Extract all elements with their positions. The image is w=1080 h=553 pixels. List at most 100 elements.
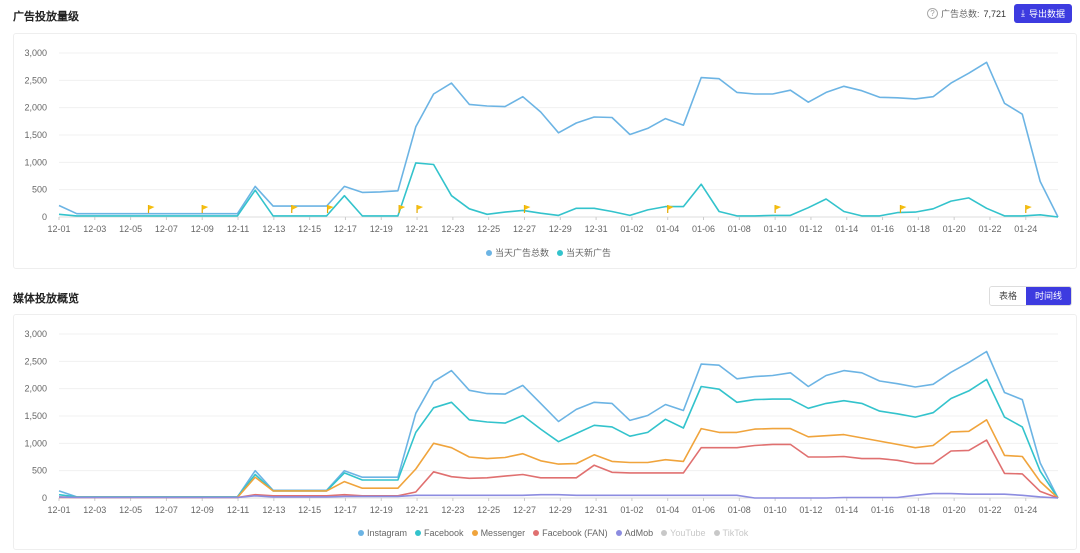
help-icon[interactable]: ?: [926, 8, 938, 19]
series-line--[interactable]: [58, 61, 1059, 218]
x-tick-label: 01-02: [620, 224, 643, 234]
x-tick-label: 01-10: [764, 505, 787, 515]
series-line-messenger[interactable]: [58, 419, 1059, 499]
x-tick-label: 01-14: [835, 505, 858, 515]
x-tick-label: 12-03: [83, 505, 106, 515]
download-icon: ⤓: [1021, 8, 1025, 18]
x-tick-label: 01-06: [692, 224, 715, 234]
event-flag-icon[interactable]: [1025, 205, 1032, 213]
legend-label: Messenger: [480, 528, 526, 538]
section1-title: 广告投放量级: [13, 11, 79, 23]
y-tick-label: 3,000: [24, 48, 47, 58]
section2-title: 媒体投放概览: [13, 293, 79, 305]
x-tick-label: 12-19: [370, 505, 393, 515]
legend-dot-icon: [557, 249, 564, 256]
event-flag-icon[interactable]: [398, 205, 406, 213]
x-tick-label: 12-25: [477, 224, 500, 234]
event-flag-icon[interactable]: [774, 205, 782, 213]
legend-item[interactable]: TikTok: [713, 528, 749, 538]
legend-label: Facebook: [424, 528, 464, 538]
x-tick-label: 01-04: [656, 505, 679, 515]
export-button-label: 导出数据: [1028, 9, 1065, 19]
x-tick-label: 12-23: [441, 224, 464, 234]
legend-label: TikTok: [722, 528, 749, 538]
legend-dot-icon: [615, 530, 622, 536]
x-tick-label: 12-11: [227, 224, 249, 234]
x-tick-label: 12-05: [119, 505, 142, 515]
event-flag-icon[interactable]: [291, 205, 298, 213]
x-tick-label: 12-09: [191, 505, 214, 515]
x-tick-label: 12-19: [370, 224, 393, 234]
toggle-timeline-button[interactable]: 时间线: [1026, 287, 1072, 305]
x-tick-label: 12-23: [441, 505, 464, 515]
legend-item[interactable]: YouTube: [661, 528, 706, 538]
x-tick-label: 01-20: [943, 505, 966, 515]
x-tick-label: 12-21: [406, 224, 429, 234]
y-tick-label: 500: [32, 466, 47, 476]
x-tick-label: 01-22: [978, 224, 1001, 234]
x-tick-label: 12-03: [83, 224, 106, 234]
chart1-svg: 3,000 2,500 2,000 1,500 1,000 500 012-01 12-03 1…: [24, 48, 1059, 234]
x-tick-label: 12-07: [155, 505, 178, 515]
y-tick-label: 1,000: [24, 438, 47, 448]
x-tick-label: 01-08: [728, 505, 751, 515]
legend-dot-icon: [713, 530, 720, 536]
legend-dot-icon: [415, 530, 422, 536]
legend-label: 当天新广告: [566, 248, 612, 258]
x-tick-label: 01-04: [656, 224, 679, 234]
x-tick-label: 12-13: [262, 505, 285, 515]
event-flag-icon[interactable]: [899, 205, 907, 213]
x-tick-label: 01-16: [871, 224, 894, 234]
legend-label: 当天广告总数: [495, 248, 550, 258]
event-flag-icon[interactable]: [147, 205, 155, 213]
x-tick-label: 12-25: [477, 505, 500, 515]
legend-item[interactable]: Instagram: [358, 528, 407, 538]
x-tick-label: 12-05: [119, 224, 142, 234]
y-tick-label: 2,500: [24, 75, 47, 85]
legend-item[interactable]: 当天新广告: [557, 246, 611, 259]
x-tick-label: 01-02: [620, 505, 643, 515]
event-flag-icon[interactable]: [416, 205, 424, 213]
x-tick-label: 01-10: [764, 224, 787, 234]
x-tick-label: 01-12: [799, 224, 822, 234]
x-tick-label: 01-18: [907, 505, 930, 515]
export-button[interactable]: ⤓ 导出数据: [1014, 4, 1072, 23]
y-tick-label: 3,000: [24, 329, 47, 339]
event-flag-icon[interactable]: [523, 205, 531, 213]
section1-header-right: ? 广告总数: 7,721 ⤓ 导出数据: [926, 4, 1072, 23]
series-line--[interactable]: [58, 162, 1059, 218]
x-tick-label: 12-15: [298, 224, 321, 234]
event-flag-icon[interactable]: [667, 205, 674, 213]
y-tick-label: 500: [32, 185, 47, 195]
x-tick-label: 12-17: [334, 505, 357, 515]
x-tick-label: 12-21: [406, 505, 429, 515]
legend-item[interactable]: Facebook (FAN): [533, 528, 608, 538]
x-tick-label: 12-17: [334, 224, 357, 234]
x-tick-label: 01-20: [943, 224, 966, 234]
view-toggle: 表格 时间线: [989, 286, 1073, 306]
total-label: 广告总数:: [940, 9, 980, 19]
y-tick-label: 2,500: [24, 356, 47, 366]
legend-item[interactable]: Messenger: [471, 528, 526, 538]
x-tick-label: 12-11: [227, 505, 249, 515]
x-tick-label: 01-18: [907, 224, 930, 234]
event-flag-icon[interactable]: [201, 205, 209, 213]
legend-dot-icon: [661, 530, 668, 536]
toggle-table-button[interactable]: 表格: [990, 287, 1027, 305]
event-flag-icon[interactable]: [326, 205, 334, 213]
legend-label: YouTube: [670, 528, 706, 538]
legend-label: Instagram: [367, 528, 408, 538]
total-value: 7,721: [983, 8, 1006, 19]
legend-label: AdMob: [624, 528, 654, 538]
legend-item[interactable]: AdMob: [615, 528, 654, 538]
x-tick-label: 12-27: [513, 224, 536, 234]
y-tick-label: 1,500: [24, 411, 47, 421]
chart2-legend: Instagram Facebook Messenger Facebook (FAN)…: [358, 528, 756, 538]
legend-item[interactable]: Facebook: [415, 528, 464, 538]
series-line-admob[interactable]: [58, 492, 1059, 499]
series-line-facebook-fan-[interactable]: [59, 439, 1059, 499]
legend-item[interactable]: 当天广告总数: [486, 246, 549, 259]
series-line-facebook[interactable]: [58, 378, 1059, 499]
series-line-instagram[interactable]: [58, 350, 1059, 499]
x-tick-label: 12-29: [549, 224, 572, 234]
